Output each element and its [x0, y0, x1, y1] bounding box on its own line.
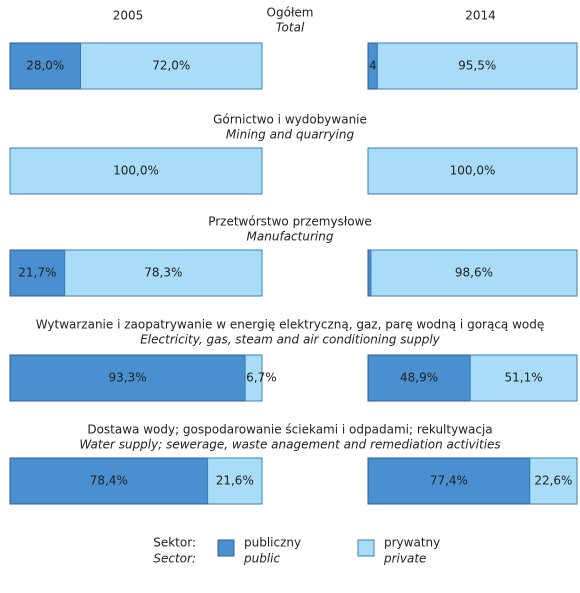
- value-label: 51,1%: [505, 371, 543, 385]
- value-label: 48,9%: [400, 371, 438, 385]
- value-label: 78,4%: [90, 474, 128, 488]
- bar-segment: [9, 42, 82, 90]
- legend-title: Sektor:: [153, 536, 196, 550]
- legend-title: Sector:: [153, 552, 196, 566]
- group-subtitle: Water supply; sewerage, waste anagement …: [79, 438, 500, 452]
- legend-label: prywatny: [384, 536, 440, 550]
- bar-segment: [64, 249, 263, 297]
- value-label: 93,3%: [108, 371, 146, 385]
- bar-segment: [207, 457, 263, 505]
- value-label: 78,3%: [144, 266, 182, 280]
- group-title: Górnictwo i wydobywanie: [213, 113, 367, 127]
- bar-segment: [80, 42, 263, 90]
- year-label: 2014: [465, 9, 496, 23]
- bar-segment: [529, 457, 578, 505]
- legend-swatch: [217, 539, 235, 557]
- group-subtitle: Mining and quarrying: [226, 128, 355, 142]
- value-label: 28,0%: [26, 59, 64, 73]
- bar-segment: [376, 42, 578, 90]
- bar-segment: [9, 249, 66, 297]
- year-label: 2005: [113, 9, 144, 23]
- bar-segment: [244, 354, 263, 402]
- bar-segment: [469, 354, 578, 402]
- bar-segment: [9, 147, 263, 195]
- legend-swatch: [357, 539, 375, 557]
- value-label: 100,0%: [450, 164, 496, 178]
- legend-label: private: [383, 552, 426, 566]
- value-label: 6,7%: [246, 371, 277, 385]
- group-title: Ogółem: [267, 6, 314, 20]
- value-label: 21,7%: [18, 266, 56, 280]
- group-subtitle: Manufacturing: [247, 230, 334, 244]
- value-label: 22,6%: [534, 474, 572, 488]
- bar-segment: [367, 457, 531, 505]
- bar-segment: [9, 457, 209, 505]
- group-subtitle: Electricity, gas, steam and air conditio…: [140, 333, 440, 347]
- bar-segment: [367, 354, 471, 402]
- value-label: 100,0%: [113, 164, 159, 178]
- group-title: Dostawa wody; gospodarowanie ściekami i …: [87, 423, 492, 437]
- legend-label: public: [243, 552, 281, 566]
- legend-label: publiczny: [244, 536, 301, 550]
- value-label: 98,6%: [455, 266, 493, 280]
- value-label: 72,0%: [152, 59, 190, 73]
- value-label: 77,4%: [430, 474, 468, 488]
- value-label: 21,6%: [216, 474, 254, 488]
- value-label: 95,5%: [458, 59, 496, 73]
- bar-segment: [370, 249, 578, 297]
- group-title: Wytwarzanie i zaopatrywanie w energię el…: [36, 318, 545, 332]
- bar-segment: [367, 147, 578, 195]
- group-subtitle: Total: [276, 21, 305, 35]
- group-title: Przetwórstwo przemysłowe: [208, 215, 372, 229]
